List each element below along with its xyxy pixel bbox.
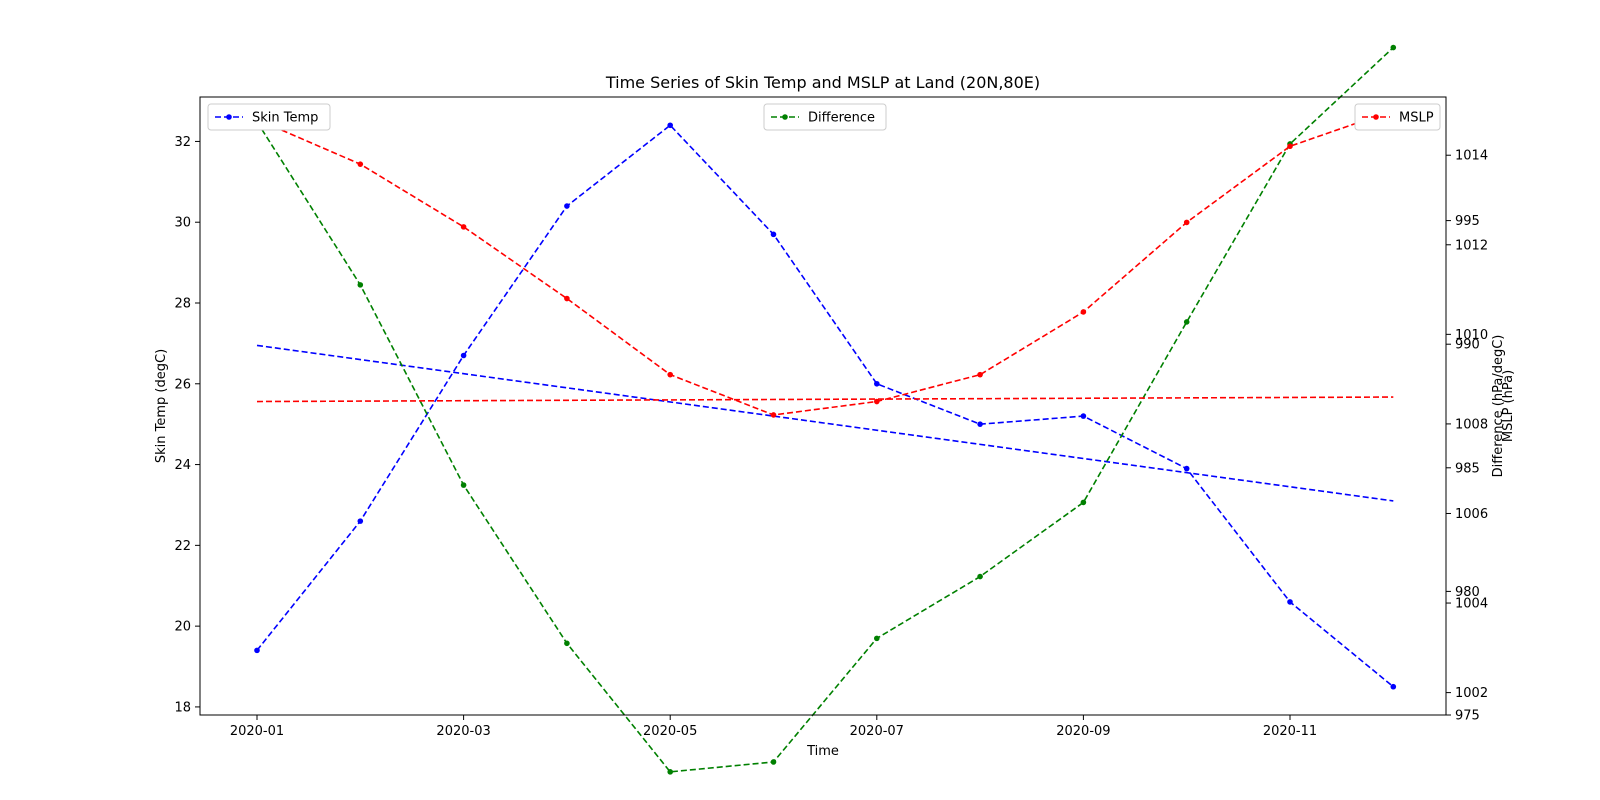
legend-swatch-marker	[1373, 114, 1379, 120]
x-axis: 2020-01 2020-03 2020-05 2020-07 2020-09 2020-…	[230, 715, 1317, 739]
skin-temp-point	[564, 203, 570, 209]
legend-difference: Difference	[763, 103, 887, 131]
skin-temp-point	[874, 380, 880, 387]
mslp-point	[1183, 219, 1190, 226]
mslp-tick-label: 1006	[1455, 507, 1488, 522]
mslp-series-line	[256, 109, 1394, 416]
mslp-point	[460, 224, 467, 230]
mslp-point	[1287, 143, 1293, 150]
difference-axis: 975 980 985 990 995	[1446, 214, 1480, 724]
x-tick-label: 2020-03	[436, 724, 490, 739]
skin-temp-tick-label: 24	[174, 458, 191, 473]
x-tick-label: 2020-05	[643, 724, 697, 739]
legends: Skin Temp Difference MSLP	[207, 103, 1441, 131]
skin-temp-tick-label: 28	[174, 297, 191, 312]
mslp-trend-line	[256, 396, 1394, 403]
difference-tick-label: 995	[1455, 214, 1480, 229]
mslp-tick-label: 1010	[1455, 328, 1488, 343]
difference-tick-label: 980	[1455, 585, 1480, 600]
mslp-axis-label: MSLP (hPa)	[1501, 370, 1516, 442]
skin-temp-point	[1080, 413, 1087, 419]
skin-temp-point	[1287, 599, 1293, 605]
difference-point	[357, 282, 364, 288]
x-tick-label: 2020-09	[1056, 724, 1110, 739]
mslp-tick-label: 1004	[1455, 597, 1488, 612]
skin-temp-point	[770, 231, 777, 238]
skin-temp-tick-label: 30	[174, 216, 191, 231]
mslp-point	[667, 371, 673, 378]
legend-skin-temp: Skin Temp	[207, 103, 331, 131]
legend-box	[1354, 103, 1441, 131]
difference-point	[977, 573, 983, 580]
skin-temp-point	[977, 421, 983, 427]
legend-box	[207, 103, 331, 131]
difference-point	[1080, 499, 1087, 506]
difference-axis-label: Difference (hPa/degC)	[1491, 335, 1506, 478]
difference-point	[460, 482, 467, 488]
x-axis-label: Time	[806, 744, 839, 759]
difference-tick-label: 975	[1455, 709, 1480, 724]
skin-temp-axis: 18 20 22 24 26 28 30 32	[174, 135, 200, 715]
mslp-point	[874, 398, 880, 405]
legend-mslp: MSLP	[1354, 103, 1441, 131]
skin-temp-trend-line	[256, 344, 1394, 502]
mslp-tick-label: 1008	[1455, 417, 1488, 432]
skin-temp-tick-label: 32	[174, 135, 191, 150]
mslp-point	[357, 161, 364, 167]
x-tick-label: 2020-07	[850, 724, 904, 739]
difference-point	[1183, 319, 1190, 325]
legend-label: Difference	[808, 111, 875, 126]
skin-temp-tick-label: 18	[174, 700, 191, 715]
skin-temp-point	[254, 647, 260, 654]
mslp-point	[1080, 309, 1087, 315]
plot-area	[254, 44, 1397, 775]
difference-point	[1390, 44, 1397, 51]
x-tick-label: 2020-11	[1263, 724, 1317, 739]
mslp-axis: 1002 1004 1006 1008 1010 1012 1014	[1446, 149, 1488, 701]
legend-box	[763, 103, 887, 131]
difference-tick-label: 985	[1455, 461, 1480, 476]
legend-swatch-marker	[226, 114, 232, 120]
difference-series-line	[256, 46, 1394, 773]
legend-swatch-marker	[782, 114, 788, 120]
plot-frame	[199, 96, 1447, 716]
skin-temp-tick-label: 20	[174, 620, 191, 635]
skin-temp-axis-label: Skin Temp (degC)	[154, 349, 169, 463]
skin-temp-point	[667, 122, 673, 129]
skin-temp-point	[1390, 683, 1397, 690]
difference-tick-label: 990	[1455, 338, 1480, 353]
mslp-point	[564, 295, 570, 302]
difference-point	[564, 640, 570, 647]
x-tick-label: 2020-01	[230, 724, 284, 739]
skin-temp-point	[357, 518, 364, 524]
skin-temp-tick-label: 26	[174, 377, 191, 392]
mslp-tick-label: 1012	[1455, 238, 1488, 253]
legend-label: MSLP	[1399, 111, 1434, 126]
chart-title: Time Series of Skin Temp and MSLP at Lan…	[605, 73, 1040, 92]
mslp-tick-label: 1014	[1455, 149, 1488, 164]
difference-point	[667, 769, 673, 775]
skin-temp-series-line	[256, 124, 1394, 688]
mslp-point	[977, 371, 983, 378]
difference-point	[874, 635, 880, 642]
difference-point	[770, 759, 777, 765]
skin-temp-point	[460, 352, 467, 359]
mslp-tick-label: 1002	[1455, 686, 1488, 701]
skin-temp-tick-label: 22	[174, 539, 191, 554]
legend-label: Skin Temp	[252, 111, 318, 126]
mslp-point	[770, 412, 777, 418]
skin-temp-point	[1183, 465, 1190, 472]
